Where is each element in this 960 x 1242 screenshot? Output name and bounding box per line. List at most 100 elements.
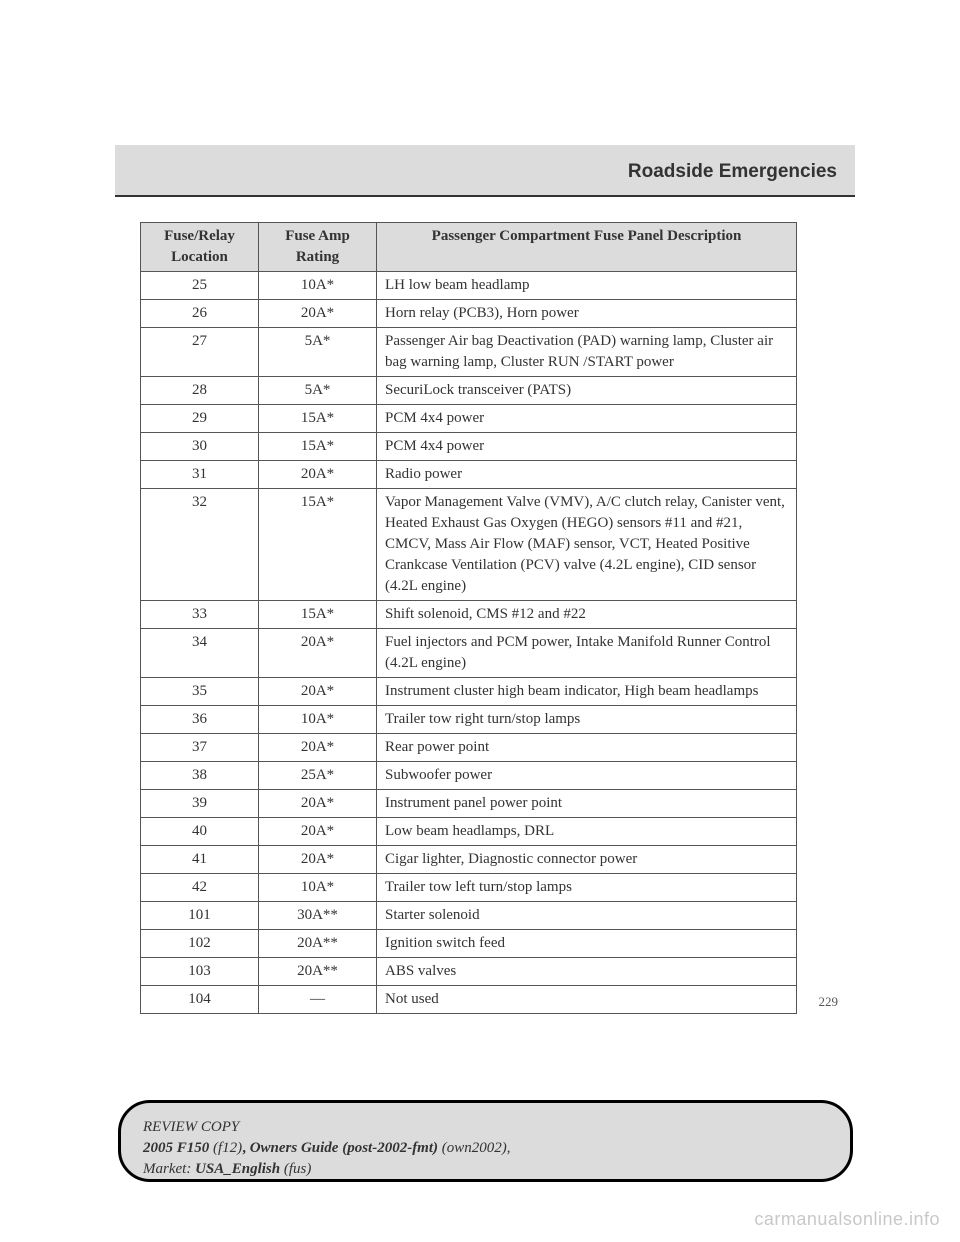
footer-own: (own2002), bbox=[438, 1140, 511, 1156]
col-header-location: Fuse/Relay Location bbox=[141, 223, 259, 272]
cell-amp: 20A* bbox=[259, 818, 377, 846]
table-row: 2510A*LH low beam headlamp bbox=[141, 272, 797, 300]
cell-amp: 20A* bbox=[259, 678, 377, 706]
cell-location: 39 bbox=[141, 790, 259, 818]
footer-model: 2005 F150 bbox=[143, 1140, 209, 1156]
table-row: 2620A*Horn relay (PCB3), Horn power bbox=[141, 300, 797, 328]
cell-location: 41 bbox=[141, 846, 259, 874]
table-row: 3015A*PCM 4x4 power bbox=[141, 433, 797, 461]
cell-location: 35 bbox=[141, 678, 259, 706]
cell-amp: 15A* bbox=[259, 601, 377, 629]
footer-sep: , bbox=[242, 1140, 250, 1156]
table-row: 3520A*Instrument cluster high beam indic… bbox=[141, 678, 797, 706]
cell-amp: 20A* bbox=[259, 461, 377, 489]
footer-box: REVIEW COPY 2005 F150 (f12), Owners Guid… bbox=[118, 1100, 853, 1182]
table-row: 4210A*Trailer tow left turn/stop lamps bbox=[141, 874, 797, 902]
table-body: 2510A*LH low beam headlamp2620A*Horn rel… bbox=[141, 272, 797, 1014]
cell-description: ABS valves bbox=[377, 958, 797, 986]
cell-description: Ignition switch feed bbox=[377, 930, 797, 958]
table-row: 285A*SecuriLock transceiver (PATS) bbox=[141, 377, 797, 405]
cell-location: 37 bbox=[141, 734, 259, 762]
cell-description: Horn relay (PCB3), Horn power bbox=[377, 300, 797, 328]
cell-location: 103 bbox=[141, 958, 259, 986]
cell-description: Radio power bbox=[377, 461, 797, 489]
footer-f12: (f12) bbox=[209, 1140, 242, 1156]
cell-description: Subwoofer power bbox=[377, 762, 797, 790]
table-row: 2915A*PCM 4x4 power bbox=[141, 405, 797, 433]
cell-description: Trailer tow left turn/stop lamps bbox=[377, 874, 797, 902]
cell-description: Shift solenoid, CMS #12 and #22 bbox=[377, 601, 797, 629]
cell-amp: 20A** bbox=[259, 930, 377, 958]
footer-line3: Market: USA_English (fus) bbox=[143, 1159, 828, 1180]
cell-description: Not used bbox=[377, 986, 797, 1014]
col-header-amp: Fuse Amp Rating bbox=[259, 223, 377, 272]
footer-market-label: Market: bbox=[143, 1161, 195, 1177]
table-row: 3610A*Trailer tow right turn/stop lamps bbox=[141, 706, 797, 734]
table-row: 3920A*Instrument panel power point bbox=[141, 790, 797, 818]
cell-location: 102 bbox=[141, 930, 259, 958]
footer-market-val: USA_English bbox=[195, 1161, 280, 1177]
cell-amp: 20A* bbox=[259, 846, 377, 874]
cell-description: Instrument panel power point bbox=[377, 790, 797, 818]
footer-line2: 2005 F150 (f12), Owners Guide (post-2002… bbox=[143, 1138, 828, 1159]
col-header-description: Passenger Compartment Fuse Panel Descrip… bbox=[377, 223, 797, 272]
table-row: 3215A*Vapor Management Valve (VMV), A/C … bbox=[141, 489, 797, 601]
table-row: 10130A**Starter solenoid bbox=[141, 902, 797, 930]
cell-description: SecuriLock transceiver (PATS) bbox=[377, 377, 797, 405]
cell-description: PCM 4x4 power bbox=[377, 433, 797, 461]
cell-amp: 10A* bbox=[259, 706, 377, 734]
cell-amp: 20A* bbox=[259, 629, 377, 678]
cell-amp: 20A* bbox=[259, 300, 377, 328]
cell-description: Trailer tow right turn/stop lamps bbox=[377, 706, 797, 734]
table-row: 3720A*Rear power point bbox=[141, 734, 797, 762]
fuse-table: Fuse/Relay Location Fuse Amp Rating Pass… bbox=[140, 222, 797, 1014]
cell-amp: 10A* bbox=[259, 874, 377, 902]
table-row: 4020A*Low beam headlamps, DRL bbox=[141, 818, 797, 846]
table-row: 10320A**ABS valves bbox=[141, 958, 797, 986]
cell-description: Vapor Management Valve (VMV), A/C clutch… bbox=[377, 489, 797, 601]
table-row: 10220A**Ignition switch feed bbox=[141, 930, 797, 958]
table-row: 275A*Passenger Air bag Deactivation (PAD… bbox=[141, 328, 797, 377]
footer-fus: (fus) bbox=[280, 1161, 311, 1177]
cell-amp: 30A** bbox=[259, 902, 377, 930]
cell-description: Starter solenoid bbox=[377, 902, 797, 930]
cell-location: 25 bbox=[141, 272, 259, 300]
cell-amp: 25A* bbox=[259, 762, 377, 790]
table-row: 3825A*Subwoofer power bbox=[141, 762, 797, 790]
cell-location: 104 bbox=[141, 986, 259, 1014]
cell-location: 42 bbox=[141, 874, 259, 902]
cell-location: 27 bbox=[141, 328, 259, 377]
cell-location: 31 bbox=[141, 461, 259, 489]
cell-amp: 20A* bbox=[259, 790, 377, 818]
cell-description: Fuel injectors and PCM power, Intake Man… bbox=[377, 629, 797, 678]
table-row: 104—Not used bbox=[141, 986, 797, 1014]
footer-guide: Owners Guide (post-2002-fmt) bbox=[250, 1140, 438, 1156]
cell-amp: 15A* bbox=[259, 405, 377, 433]
cell-amp: 20A* bbox=[259, 734, 377, 762]
watermark: carmanualsonline.info bbox=[754, 1209, 940, 1230]
cell-description: Low beam headlamps, DRL bbox=[377, 818, 797, 846]
cell-description: Rear power point bbox=[377, 734, 797, 762]
cell-amp: 15A* bbox=[259, 433, 377, 461]
cell-amp: — bbox=[259, 986, 377, 1014]
cell-location: 34 bbox=[141, 629, 259, 678]
cell-location: 36 bbox=[141, 706, 259, 734]
table-row: 3420A*Fuel injectors and PCM power, Inta… bbox=[141, 629, 797, 678]
cell-amp: 10A* bbox=[259, 272, 377, 300]
cell-location: 101 bbox=[141, 902, 259, 930]
cell-description: Cigar lighter, Diagnostic connector powe… bbox=[377, 846, 797, 874]
table-row: 3315A*Shift solenoid, CMS #12 and #22 bbox=[141, 601, 797, 629]
cell-amp: 15A* bbox=[259, 489, 377, 601]
cell-location: 38 bbox=[141, 762, 259, 790]
cell-location: 40 bbox=[141, 818, 259, 846]
footer-review-copy: REVIEW COPY bbox=[143, 1119, 239, 1135]
cell-location: 28 bbox=[141, 377, 259, 405]
cell-amp: 20A** bbox=[259, 958, 377, 986]
footer-line1: REVIEW COPY bbox=[143, 1117, 828, 1138]
cell-description: LH low beam headlamp bbox=[377, 272, 797, 300]
cell-amp: 5A* bbox=[259, 328, 377, 377]
cell-location: 30 bbox=[141, 433, 259, 461]
cell-location: 29 bbox=[141, 405, 259, 433]
table-header-row: Fuse/Relay Location Fuse Amp Rating Pass… bbox=[141, 223, 797, 272]
page-header-bar: Roadside Emergencies bbox=[115, 145, 855, 197]
